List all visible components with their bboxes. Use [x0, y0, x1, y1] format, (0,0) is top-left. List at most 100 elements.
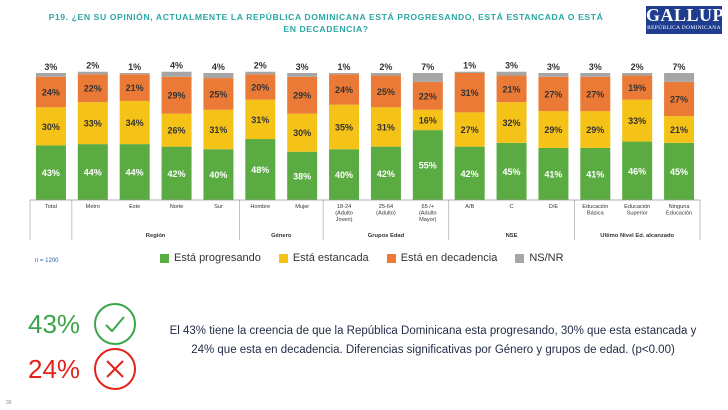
bar-segment-nsnr: [35, 73, 66, 77]
value-label-estancada: 31%: [209, 125, 227, 135]
value-label-estancada: 30%: [42, 122, 60, 132]
value-label-progresando: 42%: [461, 169, 479, 179]
value-label-decadencia: 29%: [168, 91, 186, 101]
value-label-estancada: 32%: [503, 118, 521, 128]
bar-segment-nsnr: [580, 73, 611, 77]
bar-segment-estancada: [329, 104, 360, 150]
bar-segment-estancada: [161, 113, 192, 147]
bar-segment-progresando: [287, 151, 318, 200]
summary-text: El 43% tiene la creencia de que la Repúb…: [169, 325, 697, 356]
value-label-decadencia: 27%: [544, 89, 562, 99]
check-mark-icon: [105, 316, 125, 333]
bar-segment-progresando: [496, 142, 527, 200]
bar-segment-progresando: [622, 141, 653, 200]
value-label-estancada: 34%: [126, 118, 144, 128]
value-label-decadencia: 25%: [209, 89, 227, 99]
logo-subtitle: REPÚBLICA DOMINICANA: [647, 25, 721, 31]
bar-segment-nsnr: [245, 71, 276, 75]
value-label-decadencia: 20%: [251, 82, 269, 92]
legend-swatch-progresando: [160, 253, 169, 263]
bar-segment-progresando: [77, 144, 108, 200]
bar-segment-estancada: [496, 102, 527, 143]
bar-segment-decadencia: [287, 76, 318, 114]
bar-segment-progresando: [664, 142, 695, 200]
bar-segment-nsnr: [370, 73, 401, 76]
value-label-nsnr: 1%: [338, 62, 351, 72]
value-label-estancada: 33%: [628, 116, 646, 126]
big-percent-decadencia: 24%: [28, 354, 81, 384]
category-label: Total: [45, 204, 57, 210]
page-number: 36: [6, 400, 12, 406]
x-circle-icon: [94, 348, 136, 390]
bar-segment-progresando: [412, 130, 443, 200]
legend-item-estancada: Está estancada: [278, 252, 369, 264]
bar-segment-estancada: [77, 102, 108, 145]
value-label-progresando: 46%: [628, 166, 646, 176]
bar-segment-decadencia: [35, 76, 66, 108]
value-label-estancada: 30%: [293, 128, 311, 138]
x-mark-icon: [106, 360, 124, 378]
category-label: Norte: [170, 204, 184, 210]
value-label-progresando: 43%: [42, 168, 60, 178]
bar-segment-nsnr: [119, 73, 150, 75]
bar-segment-decadencia: [580, 76, 611, 112]
value-label-estancada: 29%: [544, 125, 562, 135]
value-label-progresando: 45%: [503, 167, 521, 177]
value-label-progresando: 48%: [251, 165, 269, 175]
stacked-bar-chart: 43% 30% 24% 3% Total 44% 33% 22% 2% Metro 44% 34% 21…: [29, 61, 701, 240]
bar-segment-decadencia: [496, 75, 527, 103]
category-label: Educación Superior: [624, 204, 650, 216]
category-label: Este: [129, 204, 140, 210]
bar-segment-estancada: [538, 111, 569, 148]
bar-segment-decadencia: [329, 74, 360, 105]
bar-segment-decadencia: [538, 76, 569, 112]
value-label-progresando: 45%: [670, 167, 688, 177]
category-label: Metro: [86, 204, 100, 210]
bar-segment-decadencia: [77, 74, 108, 103]
value-label-progresando: 42%: [377, 169, 395, 179]
bar-segment-decadencia: [370, 75, 401, 108]
value-label-progresando: 55%: [419, 161, 437, 171]
value-label-nsnr: 2%: [254, 61, 267, 71]
group-label: Ultimo Nivel Ed. alcanzado: [600, 233, 674, 239]
value-label-decadencia: 21%: [126, 83, 144, 93]
bar-segment-nsnr: [77, 71, 108, 75]
value-label-nsnr: 3%: [44, 62, 57, 72]
bar-segment-progresando: [245, 139, 276, 200]
group-label: Género: [271, 233, 292, 239]
category-label: 18-24 (Adulto Joven): [335, 204, 353, 223]
legend-label-nsnr: NS/NR: [529, 252, 564, 264]
value-label-progresando: 41%: [586, 169, 604, 179]
bar-segment-nsnr: [622, 73, 653, 76]
bar-segment-nsnr: [412, 73, 443, 82]
legend-item-progresando: Está progresando: [160, 252, 261, 264]
value-label-nsnr: 2%: [631, 62, 644, 72]
value-label-decadencia: 31%: [461, 88, 479, 98]
value-label-nsnr: 3%: [547, 62, 560, 72]
value-label-progresando: 40%: [209, 170, 227, 180]
legend-swatch-decadencia: [386, 253, 396, 263]
bar-segment-progresando: [580, 147, 611, 200]
group-label: NSE: [506, 233, 518, 239]
value-label-estancada: 35%: [335, 122, 353, 132]
value-label-nsnr: 4%: [170, 61, 183, 71]
value-label-estancada: 33%: [84, 119, 102, 129]
bar-segment-progresando: [538, 147, 569, 200]
bar-segment-estancada: [203, 109, 234, 150]
legend-item-decadencia: Está en decadencia: [386, 252, 497, 264]
value-label-estancada: 26%: [168, 126, 186, 136]
category-label: Educación Básica: [582, 204, 608, 216]
category-label: Mujer: [295, 204, 309, 210]
bar-segment-progresando: [161, 146, 192, 200]
logo-name: GALLUP: [646, 5, 725, 25]
value-label-decadencia: 27%: [670, 95, 688, 105]
bar-segment-estancada: [664, 116, 695, 143]
value-label-decadencia: 22%: [84, 84, 102, 94]
bar-segment-decadencia: [412, 81, 443, 110]
legend-label-estancada: Está estancada: [292, 252, 369, 264]
bar-segment-progresando: [454, 146, 485, 200]
bar-segment-nsnr: [203, 73, 234, 79]
value-label-progresando: 44%: [84, 168, 102, 178]
category-label: D/E: [549, 204, 559, 210]
category-label: C: [510, 204, 514, 210]
